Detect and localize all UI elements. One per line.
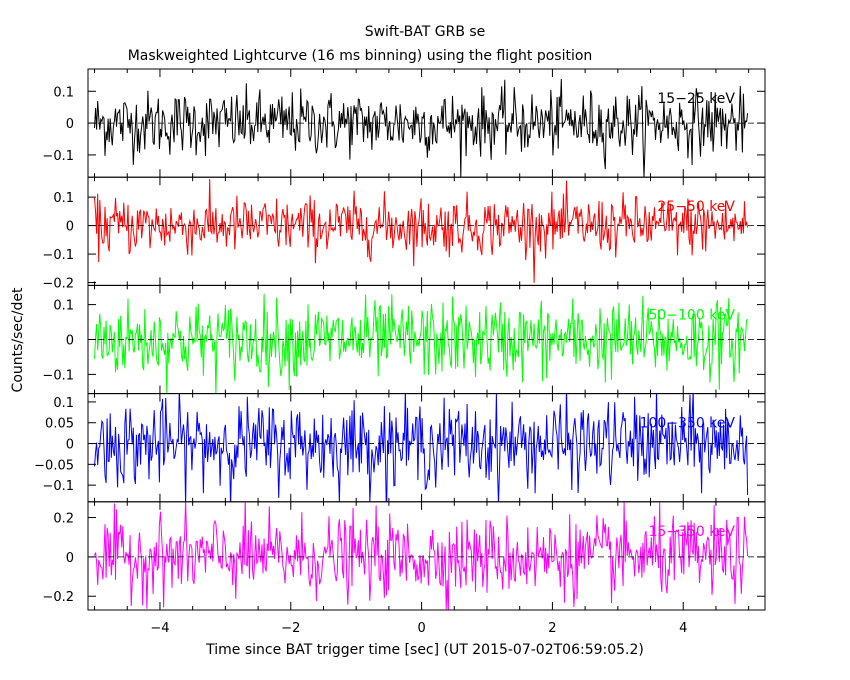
y-axis-label: Counts/sec/det bbox=[10, 287, 26, 392]
lightcurve-series bbox=[94, 293, 748, 394]
panel-frame bbox=[87, 501, 766, 611]
y-tick-label: 0 bbox=[66, 551, 74, 566]
x-tick-label: 0 bbox=[417, 621, 425, 636]
x-tick-label: 2 bbox=[548, 621, 556, 636]
y-tick-label: 0 bbox=[66, 220, 74, 235]
chart-title: Swift-BAT GRB se bbox=[365, 24, 486, 40]
y-tick-label: −0.1 bbox=[42, 149, 74, 164]
y-tick-label: −0.1 bbox=[42, 248, 74, 263]
panels-group: 15−25 keV 0.1 0 −0.1 25−50 keV 0.1 0 −0.1 −0.2 50… bbox=[34, 68, 766, 636]
x-axis-label: Time since BAT trigger time [sec] (UT 20… bbox=[205, 642, 644, 658]
y-tick-label: 0.1 bbox=[53, 85, 74, 100]
band-label: 50−100 keV bbox=[648, 307, 735, 323]
band-label: 15−25 keV bbox=[657, 91, 735, 107]
x-tick-label: −2 bbox=[281, 621, 300, 636]
y-tick-label: 0.2 bbox=[53, 512, 74, 527]
y-tick-label: −0.1 bbox=[42, 368, 74, 383]
y-tick-label: 0.1 bbox=[53, 396, 74, 411]
y-tick-label: 0.1 bbox=[53, 191, 74, 206]
band-label: 15−350 keV bbox=[648, 524, 735, 540]
y-tick-label: −0.2 bbox=[42, 590, 74, 605]
y-tick-label: −0.2 bbox=[42, 277, 74, 292]
y-tick-label: 0.1 bbox=[53, 299, 74, 314]
lightcurve-series bbox=[94, 501, 749, 610]
y-tick-label: 0 bbox=[66, 438, 74, 453]
x-tick-label: 4 bbox=[679, 621, 687, 636]
y-tick-label: 0 bbox=[66, 334, 74, 349]
panel-frame bbox=[87, 176, 766, 286]
lightcurve-series bbox=[94, 78, 749, 178]
band-label: 100−350 keV bbox=[640, 416, 736, 432]
y-tick-label: −0.05 bbox=[34, 458, 74, 473]
chart-subtitle: Maskweighted Lightcurve (16 ms binning) … bbox=[128, 48, 593, 64]
x-tick-label: −4 bbox=[150, 621, 169, 636]
lightcurve-series bbox=[94, 393, 749, 502]
y-tick-label: −0.1 bbox=[42, 479, 74, 494]
y-tick-label: 0 bbox=[66, 117, 74, 132]
band-label: 25−50 keV bbox=[657, 199, 735, 215]
lightcurve-series bbox=[94, 178, 749, 283]
y-tick-label: 0.05 bbox=[45, 417, 74, 432]
